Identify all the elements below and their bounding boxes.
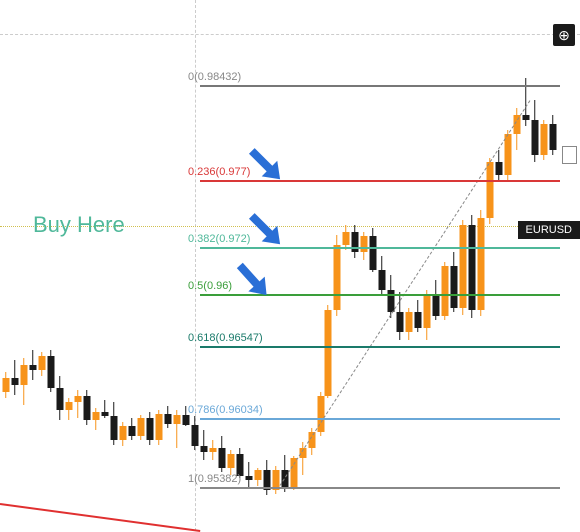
add-button[interactable]: ⊕ <box>553 24 575 46</box>
buy-here-annotation: Buy Here <box>33 212 125 238</box>
candle <box>317 0 324 531</box>
candle <box>441 0 448 531</box>
candle <box>360 0 367 531</box>
candle <box>504 0 511 531</box>
candle <box>387 0 394 531</box>
candle <box>308 0 315 531</box>
candlestick-chart[interactable]: 0(0.98432)0.236(0.977)0.382(0.972)0.5(0.… <box>0 0 580 531</box>
candle <box>47 0 54 531</box>
fib-label-0.618: 0.618(0.96547) <box>188 332 263 344</box>
candle <box>405 0 412 531</box>
candle <box>414 0 421 531</box>
candle <box>2 0 9 531</box>
fib-line-0[interactable] <box>200 85 560 87</box>
candle <box>378 0 385 531</box>
candle <box>432 0 439 531</box>
candle <box>531 0 538 531</box>
candle <box>468 0 475 531</box>
fib-line-0.786[interactable] <box>200 418 560 420</box>
candle <box>495 0 502 531</box>
candle <box>83 0 90 531</box>
candle <box>38 0 45 531</box>
candle <box>29 0 36 531</box>
candle <box>74 0 81 531</box>
candle <box>333 0 340 531</box>
candle <box>155 0 162 531</box>
candle <box>450 0 457 531</box>
candle <box>20 0 27 531</box>
candle <box>119 0 126 531</box>
candle <box>522 0 529 531</box>
candle <box>351 0 358 531</box>
fib-label-1: 1(0.95382) <box>188 473 241 485</box>
candle <box>290 0 297 531</box>
candle <box>459 0 466 531</box>
candle <box>146 0 153 531</box>
candle <box>513 0 520 531</box>
candle <box>486 0 493 531</box>
price-axis-box <box>562 146 577 164</box>
candle <box>369 0 376 531</box>
candle <box>396 0 403 531</box>
fib-label-0.786: 0.786(0.96034) <box>188 404 263 416</box>
candle <box>549 0 556 531</box>
candle <box>324 0 331 531</box>
candle <box>540 0 547 531</box>
candle <box>128 0 135 531</box>
candle <box>477 0 484 531</box>
candle <box>137 0 144 531</box>
candle <box>423 0 430 531</box>
fib-label-0: 0(0.98432) <box>188 71 241 83</box>
candle <box>110 0 117 531</box>
candle <box>173 0 180 531</box>
candle <box>11 0 18 531</box>
fib-line-0.618[interactable] <box>200 346 560 348</box>
symbol-badge[interactable]: EURUSD <box>518 221 580 239</box>
candle <box>92 0 99 531</box>
candle <box>56 0 63 531</box>
candle <box>281 0 288 531</box>
fib-line-1[interactable] <box>200 487 560 489</box>
candle <box>101 0 108 531</box>
candle <box>65 0 72 531</box>
candle <box>342 0 349 531</box>
candle <box>164 0 171 531</box>
candle <box>272 0 279 531</box>
